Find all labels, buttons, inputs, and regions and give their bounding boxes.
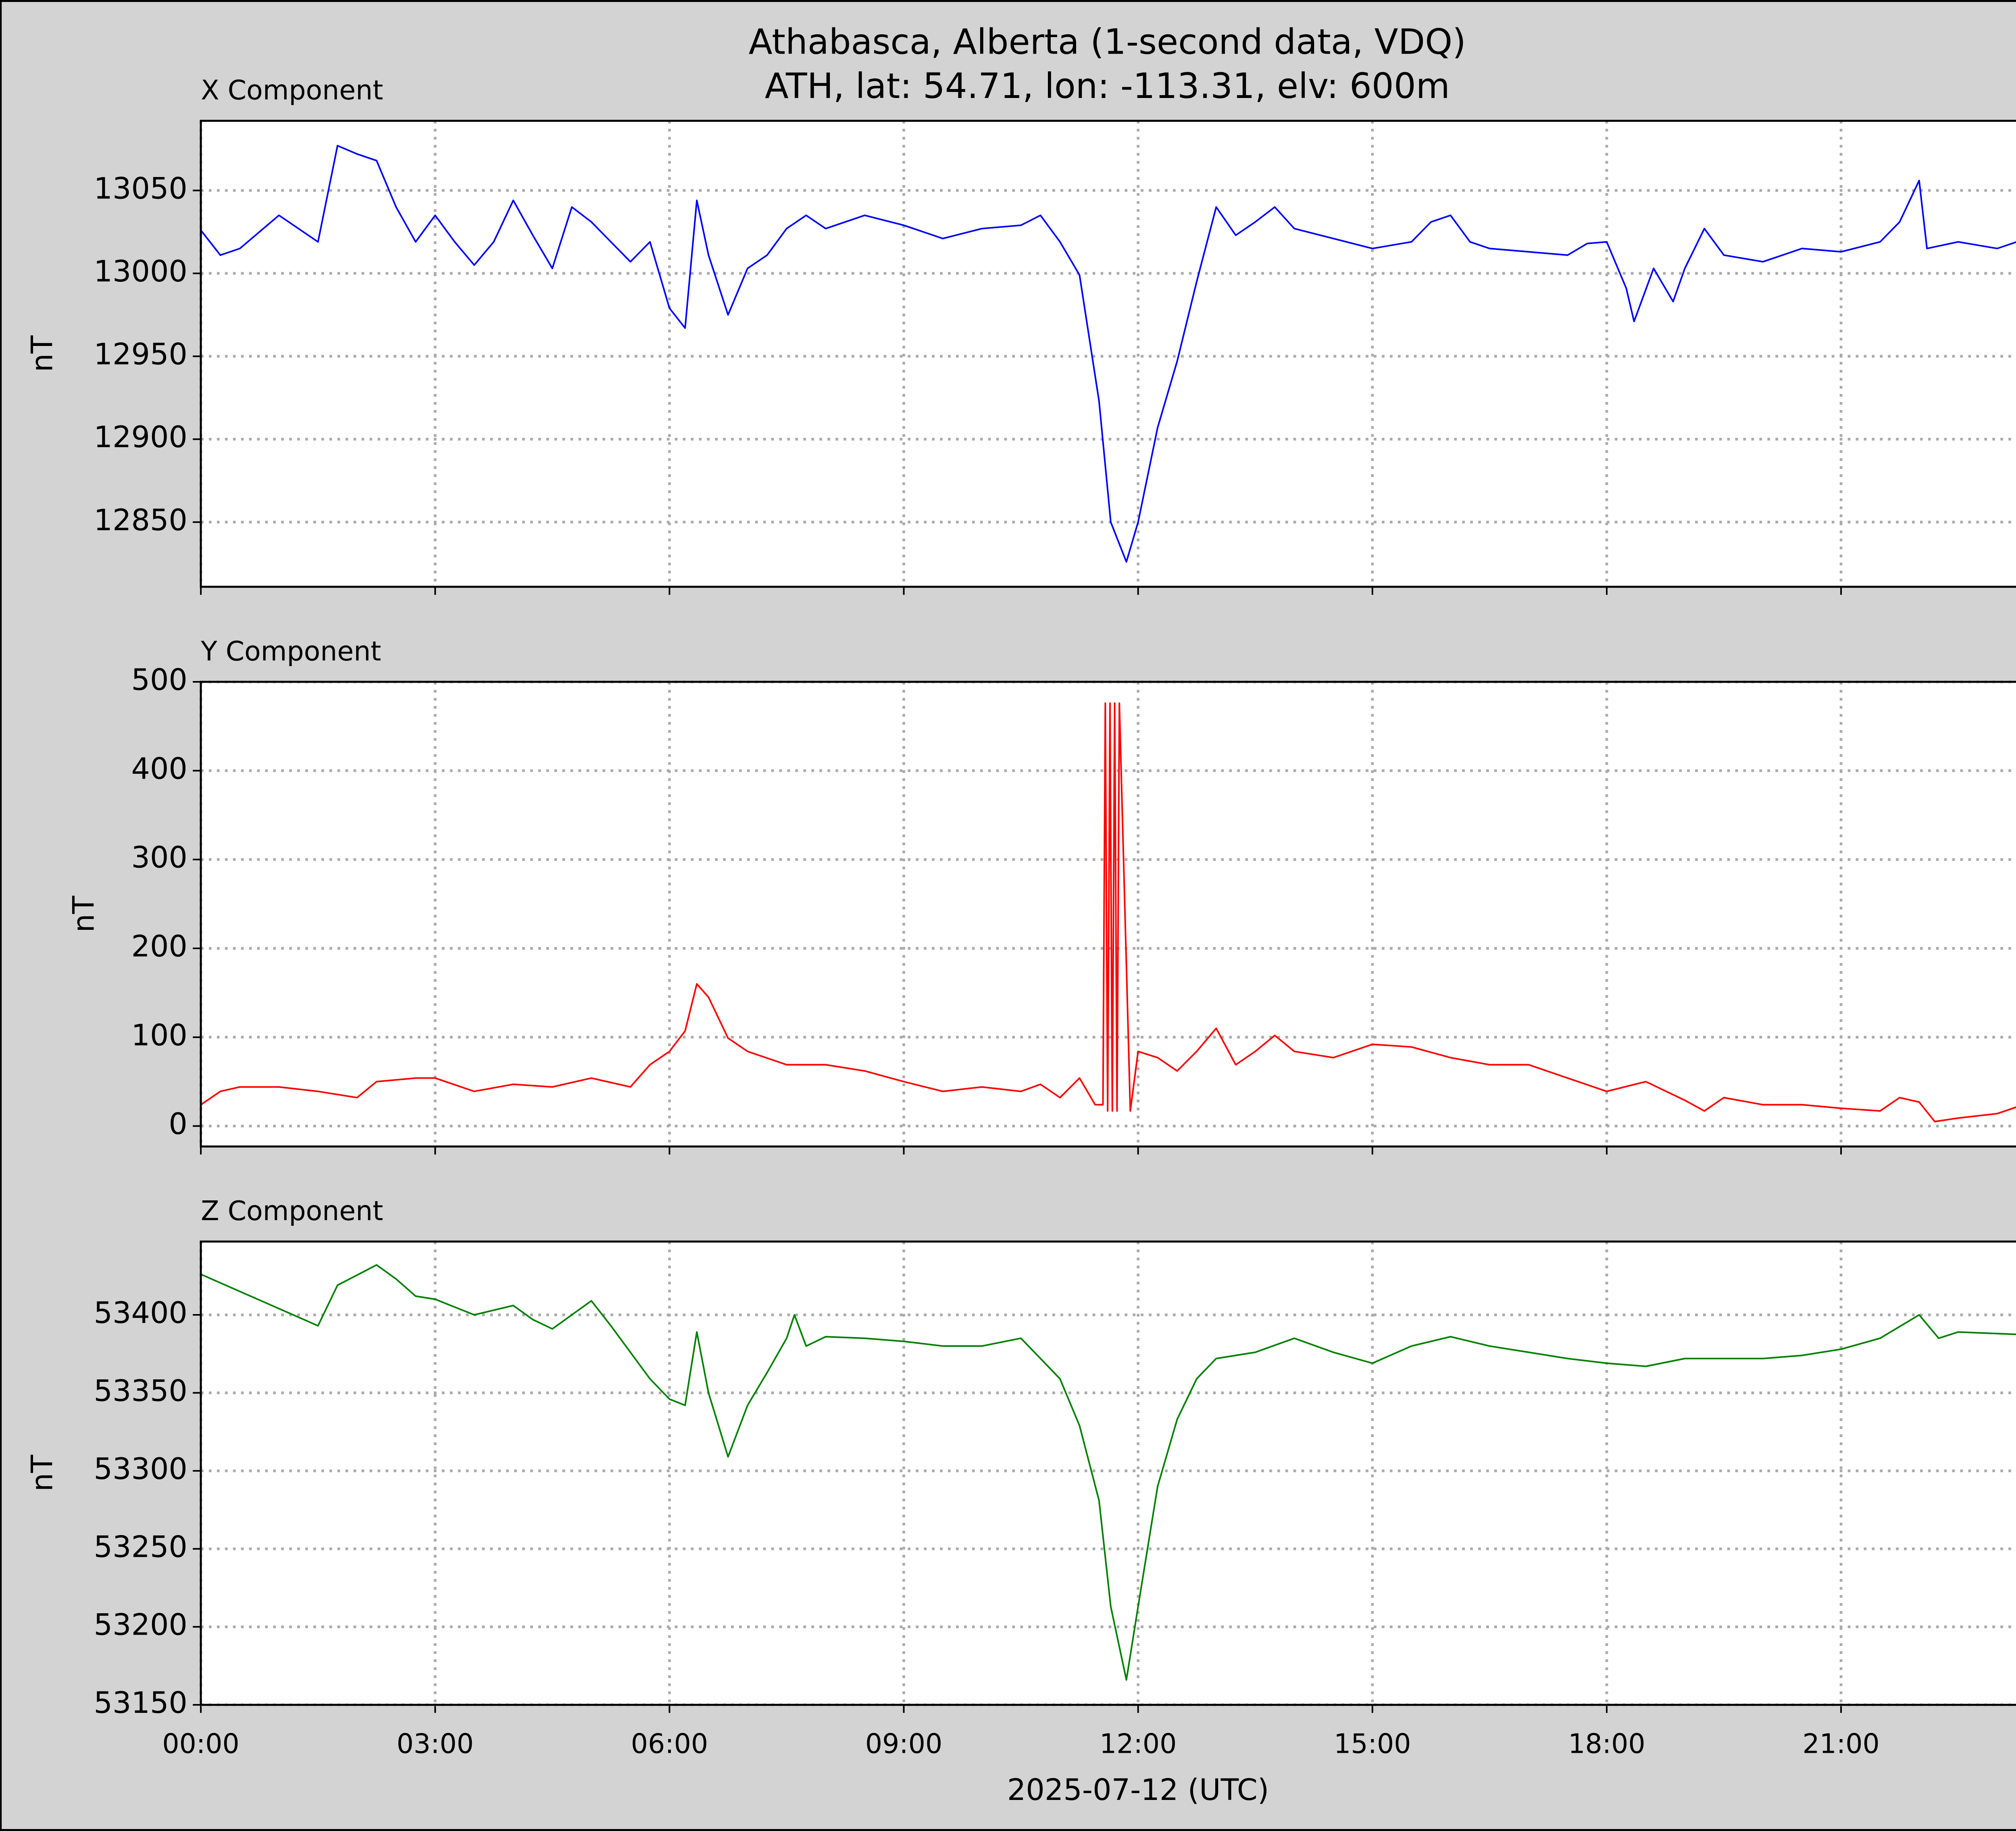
figure-subtitle: ATH, lat: 54.71, lon: -113.31, elv: 600m (765, 66, 1450, 106)
data-line (200, 702, 2016, 1123)
y-tick-label: 100 (131, 1018, 187, 1052)
y-tick-label: 0 (169, 1107, 187, 1142)
data-line (200, 1264, 2016, 1681)
y-tick-label: 12850 (94, 503, 187, 537)
plot-frame (200, 120, 2016, 588)
data-line (200, 145, 2016, 563)
y-tick-label: 53150 (94, 1686, 187, 1720)
y-axis-label: nT (67, 896, 101, 932)
y-tick-label: 53250 (94, 1530, 187, 1564)
y-tick-label: 12950 (94, 337, 187, 372)
y-tick-label: 13000 (94, 254, 187, 289)
plot-area (201, 121, 2016, 587)
x-tick-label: 09:00 (865, 1728, 942, 1760)
x-tick-label: 21:00 (1802, 1728, 1879, 1760)
y-axis-label: nT (25, 1455, 60, 1491)
y-tick-label: 53200 (94, 1608, 187, 1642)
plot-frame (200, 1240, 2016, 1706)
panel-title: Y Component (200, 635, 381, 667)
y-axis-label: nT (25, 335, 60, 372)
plot-frame (200, 681, 2016, 1148)
y-tick-label: 400 (131, 752, 187, 786)
x-tick-label: 12:00 (1100, 1728, 1177, 1760)
panel-title: X Component (201, 74, 383, 106)
y-tick-label: 200 (131, 929, 187, 964)
plot-area (201, 1241, 2016, 1705)
y-tick-label: 53300 (94, 1452, 187, 1486)
x-tick-label: 03:00 (397, 1728, 474, 1760)
y-tick-label: 13050 (94, 171, 187, 206)
figure-title: Athabasca, Alberta (1-second data, VDQ) (749, 22, 1466, 62)
y-tick-label: 53350 (94, 1374, 187, 1408)
x-axis-label: 2025-07-12 (UTC) (1007, 1773, 1269, 1807)
x-tick-label: 15:00 (1334, 1728, 1411, 1760)
y-tick-label: 53400 (94, 1296, 187, 1330)
y-tick-label: 300 (131, 841, 187, 875)
y-tick-label: 12900 (94, 420, 187, 454)
x-tick-label: 06:00 (631, 1728, 708, 1760)
panel-title: Z Component (201, 1195, 383, 1227)
x-tick-label: 00:00 (162, 1728, 239, 1760)
y-tick-label: 500 (131, 663, 187, 697)
x-tick-label: 18:00 (1568, 1728, 1645, 1760)
